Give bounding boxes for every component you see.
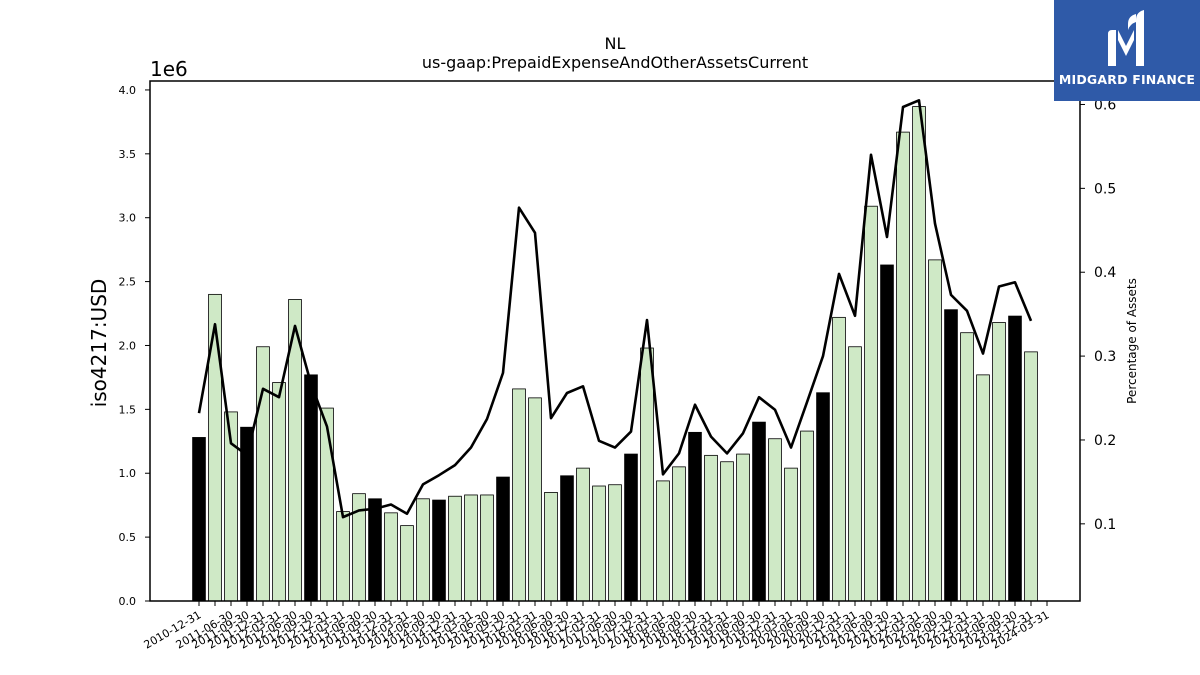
bar bbox=[624, 453, 638, 602]
bar bbox=[272, 382, 286, 602]
bar-series bbox=[192, 106, 1038, 602]
y2-tick-label: 0.6 bbox=[1094, 97, 1116, 113]
chart-title: NL bbox=[605, 34, 626, 53]
bar bbox=[416, 498, 430, 602]
bar bbox=[336, 511, 350, 602]
bar bbox=[688, 431, 702, 602]
y-tick-label: 0.0 bbox=[119, 595, 137, 608]
y-tick-label: 3.5 bbox=[119, 148, 137, 161]
y2-axis-label: Percentage of Assets bbox=[1125, 278, 1139, 404]
bar bbox=[944, 309, 958, 602]
bar bbox=[400, 525, 414, 602]
bar bbox=[512, 388, 526, 602]
y2-axis-ticks: 0.1 0.2 0.3 0.4 0.5 0.6 bbox=[1080, 97, 1116, 533]
brand-name: MIDGARD FINANCE bbox=[1058, 72, 1196, 87]
bar bbox=[464, 494, 478, 602]
bar bbox=[576, 467, 590, 602]
bar bbox=[1008, 315, 1022, 602]
bar bbox=[304, 374, 318, 602]
bar bbox=[368, 498, 382, 602]
bar bbox=[208, 293, 222, 602]
bar bbox=[384, 512, 398, 602]
bar bbox=[912, 106, 926, 602]
bar bbox=[256, 346, 270, 602]
x-axis-ticks: 2010-12-312011-06-302011-09-302011-12-31… bbox=[142, 601, 1052, 652]
bar bbox=[992, 322, 1006, 602]
bar bbox=[640, 347, 654, 602]
y-offset-label: 1e6 bbox=[150, 57, 188, 81]
chart-subtitle: us-gaap:PrepaidExpenseAndOtherAssetsCurr… bbox=[422, 53, 808, 72]
midgard-logo-icon bbox=[1108, 10, 1144, 66]
bar bbox=[192, 437, 206, 602]
y-tick-label: 0.5 bbox=[119, 531, 137, 544]
percent-line-series bbox=[197, 98, 1033, 519]
bar bbox=[928, 259, 942, 602]
bar bbox=[496, 476, 510, 602]
y2-tick-label: 0.1 bbox=[1094, 517, 1116, 533]
bar bbox=[432, 499, 446, 602]
bar bbox=[448, 495, 462, 602]
brand-logo: MIDGARD FINANCE bbox=[1054, 0, 1200, 101]
y2-tick-label: 0.3 bbox=[1094, 349, 1116, 365]
bar bbox=[816, 392, 830, 602]
y-tick-label: 1.5 bbox=[119, 403, 137, 416]
y-tick-label: 2.5 bbox=[119, 276, 137, 289]
bar bbox=[656, 480, 670, 602]
bar bbox=[960, 332, 974, 602]
bar bbox=[848, 346, 862, 602]
bar bbox=[800, 430, 814, 602]
bar bbox=[480, 494, 494, 602]
bar bbox=[528, 397, 542, 602]
y-tick-label: 1.0 bbox=[119, 467, 137, 480]
bar bbox=[832, 316, 846, 602]
bar bbox=[720, 461, 734, 602]
bar bbox=[752, 421, 766, 602]
bar bbox=[864, 205, 878, 602]
bar bbox=[784, 467, 798, 602]
bar bbox=[560, 475, 574, 602]
plot-frame bbox=[149, 80, 1081, 602]
bar bbox=[320, 407, 334, 602]
bar bbox=[880, 264, 894, 602]
bar bbox=[768, 438, 782, 602]
y-tick-label: 4.0 bbox=[119, 84, 137, 97]
bar bbox=[896, 131, 910, 602]
bar bbox=[592, 485, 606, 602]
y-tick-label: 2.0 bbox=[119, 339, 137, 352]
y-axis-ticks: 0.0 0.5 1.0 1.5 2.0 2.5 3.0 3.5 4.0 bbox=[119, 84, 150, 608]
y2-tick-label: 0.2 bbox=[1094, 433, 1116, 449]
y-axis-label: iso4217:USD bbox=[87, 279, 111, 408]
bar bbox=[1024, 351, 1038, 602]
bar bbox=[704, 454, 718, 602]
bar bbox=[544, 491, 558, 602]
y2-tick-label: 0.5 bbox=[1094, 181, 1116, 197]
y-tick-label: 3.0 bbox=[119, 212, 137, 225]
bar bbox=[976, 374, 990, 602]
bar bbox=[608, 484, 622, 602]
bar bbox=[736, 453, 750, 602]
y2-tick-label: 0.4 bbox=[1094, 265, 1116, 281]
bar bbox=[672, 466, 686, 602]
